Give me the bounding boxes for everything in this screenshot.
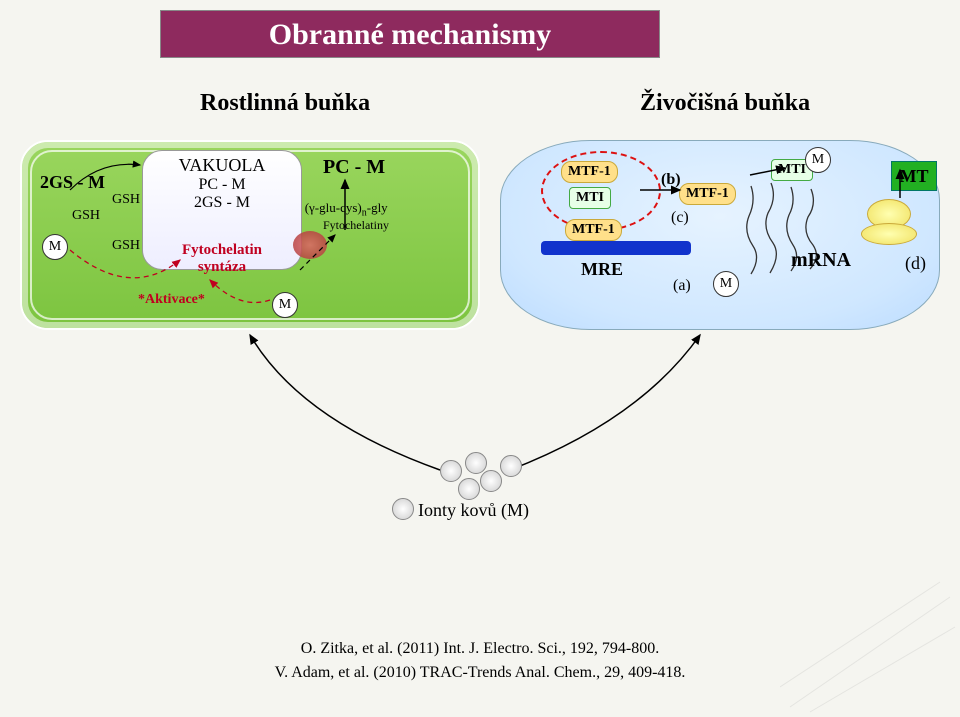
ion-dot	[392, 498, 414, 520]
animal-cell: MTF-1 MTI MTF-1 MTF-1 MTI MRE (b) (c) (a…	[500, 140, 940, 330]
step-a: (a)	[673, 277, 691, 295]
aktivace-label: *Aktivace*	[138, 292, 205, 308]
gsh-label: GSH	[112, 192, 140, 208]
step-b: (b)	[661, 171, 681, 189]
metal-ion-circle: M	[42, 234, 68, 260]
fytochelatin-syntaza: Fytochelatin syntáza	[182, 242, 262, 275]
ion-dot	[465, 452, 487, 474]
step-d: (d)	[905, 253, 926, 274]
metal-ion-circle: M	[713, 271, 739, 297]
ribosome-icon	[857, 199, 917, 243]
gsh-label: GSH	[112, 238, 140, 254]
mre-label: MRE	[581, 259, 623, 280]
subtitle-animal: Živočišná buňka	[640, 90, 810, 117]
mtf1-pill: MTF-1	[561, 161, 618, 183]
vacuole-title: VAKUOLA	[143, 155, 301, 176]
ion-dot	[500, 455, 522, 477]
metal-ion-circle: M	[805, 147, 831, 173]
slide-title: Obranné mechanismy	[160, 10, 660, 58]
mt-box: MT	[891, 161, 937, 191]
ion-dot	[480, 470, 502, 492]
ions-label: Ionty kovů (M)	[418, 500, 529, 521]
enzyme-icon	[293, 231, 327, 259]
mti-pill: MTI	[569, 187, 611, 209]
mre-bar	[541, 241, 691, 255]
ion-dot	[440, 460, 462, 482]
pc-m-label: PC - M	[323, 156, 385, 179]
gs2-m-in-vacuole: 2GS - M	[143, 194, 301, 212]
citation-1: O. Zitka, et al. (2011) Int. J. Electro.…	[0, 640, 960, 658]
mtf1-pill: MTF-1	[679, 183, 736, 205]
fyto-name: Fytochelatiny	[323, 218, 389, 233]
pc-m-in-vacuole: PC - M	[143, 176, 301, 194]
fyto-formula: (γ-glu-cys)n-gly	[305, 200, 388, 219]
gsh-label: GSH	[72, 208, 100, 224]
step-c: (c)	[671, 209, 689, 227]
mrna-label: mRNA	[791, 249, 851, 272]
citation-2: V. Adam, et al. (2010) TRAC-Trends Anal.…	[0, 664, 960, 682]
gs2-m-outside: 2GS - M	[40, 172, 105, 193]
metal-ion-circle: M	[272, 292, 298, 318]
mtf1-pill: MTF-1	[565, 219, 622, 241]
ion-dot	[458, 478, 480, 500]
subtitle-plant: Rostlinná buňka	[200, 90, 370, 117]
plant-cell: 2GS - M GSH GSH GSH M VAKUOLA PC - M 2GS…	[20, 140, 480, 330]
